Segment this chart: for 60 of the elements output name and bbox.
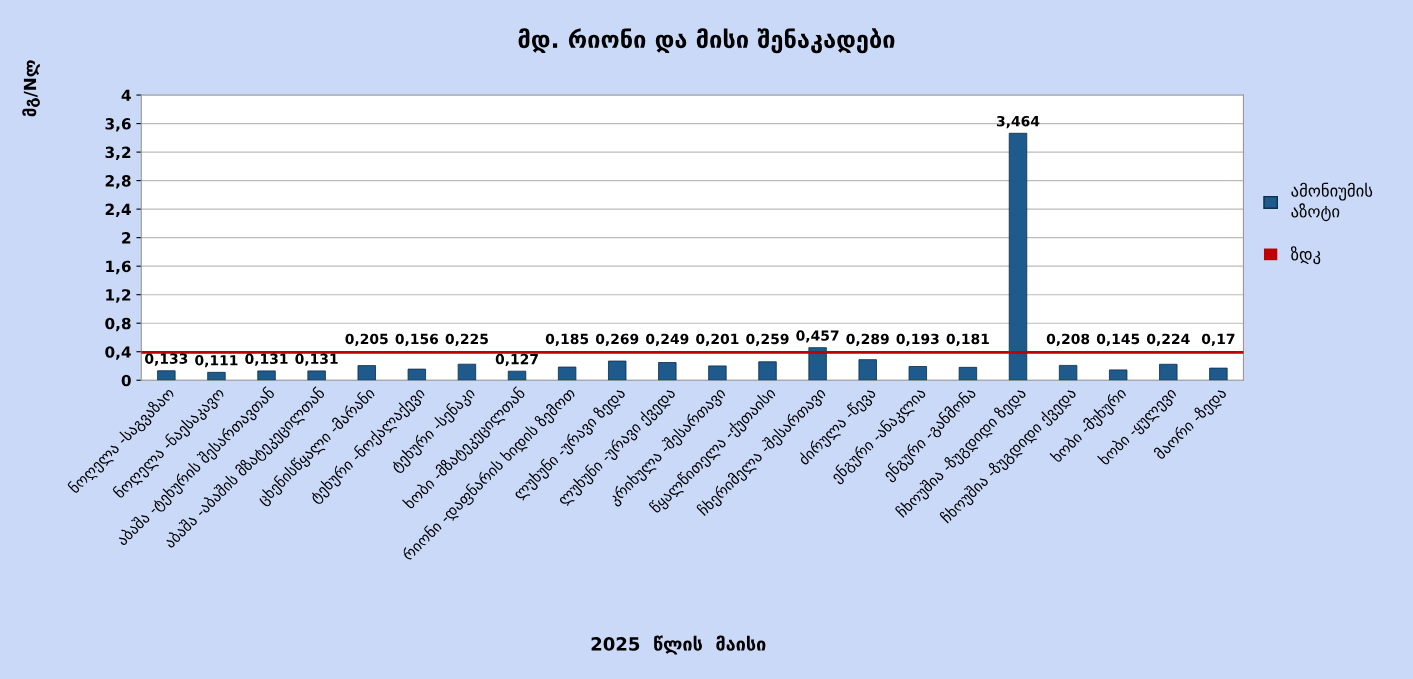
data-label: 0,181 bbox=[946, 333, 989, 346]
y-tick-label: 2 bbox=[122, 232, 131, 244]
legend-label: ზდკ bbox=[1290, 246, 1321, 265]
data-label: 0,259 bbox=[746, 333, 789, 346]
y-tick-label: 2,8 bbox=[105, 175, 131, 189]
data-label: 0,457 bbox=[796, 330, 839, 343]
bar bbox=[758, 361, 777, 381]
bar bbox=[157, 370, 176, 381]
y-axis-title: მგ/Nლ bbox=[22, 60, 40, 117]
y-tick-label: 4 bbox=[121, 89, 131, 101]
bar bbox=[708, 365, 727, 381]
data-label: 0,133 bbox=[145, 353, 188, 366]
y-tick-label: 1,2 bbox=[106, 289, 131, 303]
bar bbox=[257, 370, 276, 381]
chart-title: მდ. რიონი და მისი შენაკადები bbox=[518, 28, 895, 54]
bar bbox=[457, 363, 477, 381]
y-tick-label: 0,8 bbox=[105, 317, 131, 332]
data-label: 0,289 bbox=[846, 333, 889, 346]
bar bbox=[1008, 132, 1028, 381]
data-label: 0,249 bbox=[646, 333, 689, 346]
y-tick-label: 2,4 bbox=[105, 203, 131, 218]
data-label: 0,269 bbox=[595, 333, 639, 346]
bar bbox=[1109, 369, 1128, 381]
data-label: 0,193 bbox=[896, 333, 939, 346]
data-label: 0,156 bbox=[395, 333, 439, 346]
data-label: 0,131 bbox=[245, 353, 288, 366]
data-label: 0,111 bbox=[195, 354, 238, 368]
data-label: 0,205 bbox=[345, 333, 388, 346]
data-label: 0,145 bbox=[1096, 333, 1140, 346]
bar bbox=[808, 347, 827, 381]
y-tick-label: 3,6 bbox=[105, 118, 131, 132]
data-label: 0,127 bbox=[495, 353, 538, 367]
bar bbox=[507, 370, 527, 381]
data-label: 3,464 bbox=[996, 115, 1040, 129]
bar bbox=[307, 370, 326, 381]
bar bbox=[1209, 367, 1228, 381]
bar bbox=[207, 371, 226, 381]
data-label: 0,201 bbox=[696, 333, 739, 346]
bar bbox=[658, 362, 677, 381]
y-tick-label: 0 bbox=[121, 374, 131, 387]
data-label: 0,185 bbox=[545, 333, 589, 346]
data-label: 0,17 bbox=[1201, 333, 1235, 346]
y-tick-label: 3,2 bbox=[105, 146, 131, 161]
bar bbox=[908, 366, 927, 381]
x-axis-title: 2025 წლის მაისი bbox=[591, 635, 766, 655]
bar bbox=[958, 366, 978, 381]
bar bbox=[1159, 363, 1178, 381]
data-label: 0,131 bbox=[295, 353, 338, 366]
y-tick-label: 0,4 bbox=[105, 346, 131, 360]
data-label: 0,225 bbox=[445, 333, 488, 346]
bar bbox=[608, 360, 627, 381]
bar bbox=[357, 365, 376, 381]
bar bbox=[858, 359, 877, 381]
bar bbox=[407, 368, 427, 381]
data-label: 0,224 bbox=[1146, 333, 1190, 346]
bar bbox=[1058, 364, 1078, 381]
legend-label: ამონიუმის აზოტი bbox=[1291, 182, 1373, 222]
y-tick-label: 1,6 bbox=[106, 260, 131, 275]
bar bbox=[557, 366, 577, 381]
data-label: 0,208 bbox=[1046, 333, 1090, 346]
